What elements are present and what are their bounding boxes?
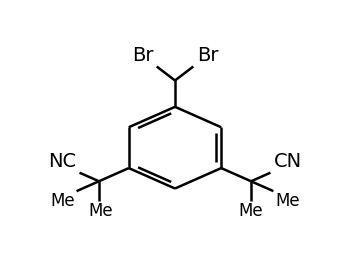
Text: Br: Br bbox=[132, 46, 153, 65]
Text: NC: NC bbox=[48, 152, 76, 171]
Text: CN: CN bbox=[274, 152, 302, 171]
Text: Me: Me bbox=[50, 192, 75, 210]
Text: Me: Me bbox=[239, 202, 264, 220]
Text: Me: Me bbox=[275, 192, 300, 210]
Text: Br: Br bbox=[197, 46, 218, 65]
Text: Me: Me bbox=[88, 202, 113, 220]
